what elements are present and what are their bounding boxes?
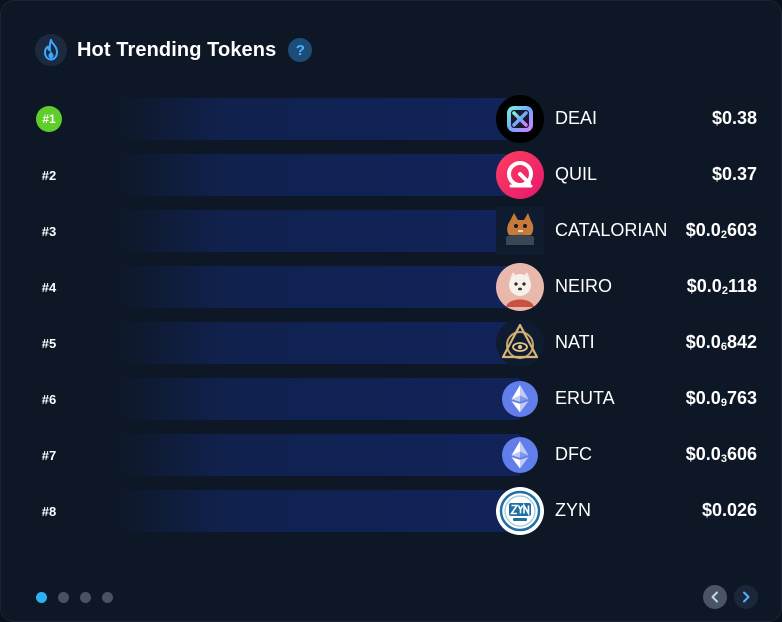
rank-badge: #1 xyxy=(36,106,62,132)
token-row[interactable]: #2 QUIL $0.37 xyxy=(1,147,781,203)
nati-logo-icon xyxy=(496,319,544,367)
deai-logo-icon xyxy=(496,95,544,143)
token-price: $0.02118 xyxy=(686,276,757,297)
neiro-logo-icon xyxy=(496,263,544,311)
zyn-logo-icon xyxy=(496,487,544,535)
token-row[interactable]: #5 NATI $0.06842 xyxy=(1,315,781,371)
token-name: ZYN xyxy=(555,500,591,520)
token-name: ERUTA xyxy=(555,388,615,408)
token-price: $0.06842 xyxy=(685,332,757,353)
token-row[interactable]: #4 NEIRO $0.02118 xyxy=(1,259,781,315)
token-price: $0.02603 xyxy=(685,220,757,241)
token-price: $0.38 xyxy=(711,108,757,128)
trend-bar xyxy=(111,210,521,252)
token-name: QUIL xyxy=(555,164,598,184)
trend-bar xyxy=(111,378,521,420)
pagination-dots xyxy=(36,592,113,603)
page-dot-3[interactable] xyxy=(80,592,91,603)
ethereum-icon xyxy=(496,431,544,479)
page-title: Hot Trending Tokens xyxy=(77,38,277,61)
next-page-button[interactable] xyxy=(734,585,758,609)
prev-page-button[interactable] xyxy=(703,585,727,609)
token-name: NATI xyxy=(555,332,595,352)
catalorian-logo-icon xyxy=(496,207,544,255)
token-price: $0.026 xyxy=(701,500,757,520)
token-name: CATALORIAN xyxy=(555,220,668,240)
trend-bar xyxy=(111,154,521,196)
token-price: $0.03606 xyxy=(685,444,757,465)
fire-icon xyxy=(35,34,67,66)
trend-bar xyxy=(111,266,521,308)
page-dot-4[interactable] xyxy=(102,592,113,603)
rank-label: #8 xyxy=(41,503,57,519)
chevron-left-icon xyxy=(711,591,718,603)
token-row[interactable]: #8 ZYN $0.026 xyxy=(1,483,781,539)
ethereum-icon xyxy=(496,375,544,423)
token-row[interactable]: #3 CATALORIAN $0.02603 xyxy=(1,203,781,259)
token-row[interactable]: #1 DEAI $0.38 xyxy=(1,91,781,147)
token-row[interactable]: #6 ERUTA $0.09763 xyxy=(1,371,781,427)
trend-bar xyxy=(111,322,521,364)
token-name: NEIRO xyxy=(555,276,613,296)
rank-label: #5 xyxy=(41,335,57,351)
page-dot-1[interactable] xyxy=(36,592,47,603)
trend-bar xyxy=(111,490,521,532)
rank-label: #4 xyxy=(41,279,57,295)
rank-label: #6 xyxy=(41,391,57,407)
trend-bar xyxy=(111,98,521,140)
token-price: $0.37 xyxy=(711,164,757,184)
card-header: Hot Trending Tokens ? xyxy=(35,33,313,67)
trend-bar xyxy=(111,434,521,476)
chevron-right-icon xyxy=(743,591,750,603)
token-name: DFC xyxy=(555,444,592,464)
token-name: DEAI xyxy=(555,108,598,128)
help-icon[interactable]: ? xyxy=(288,38,313,62)
rank-label: #7 xyxy=(41,447,57,463)
token-row[interactable]: #7 DFC $0.03606 xyxy=(1,427,781,483)
page-dot-2[interactable] xyxy=(58,592,69,603)
quil-logo-icon xyxy=(496,151,544,199)
rank-label: #3 xyxy=(41,223,57,239)
token-price: $0.09763 xyxy=(685,388,757,409)
rank-label: #2 xyxy=(41,167,57,183)
